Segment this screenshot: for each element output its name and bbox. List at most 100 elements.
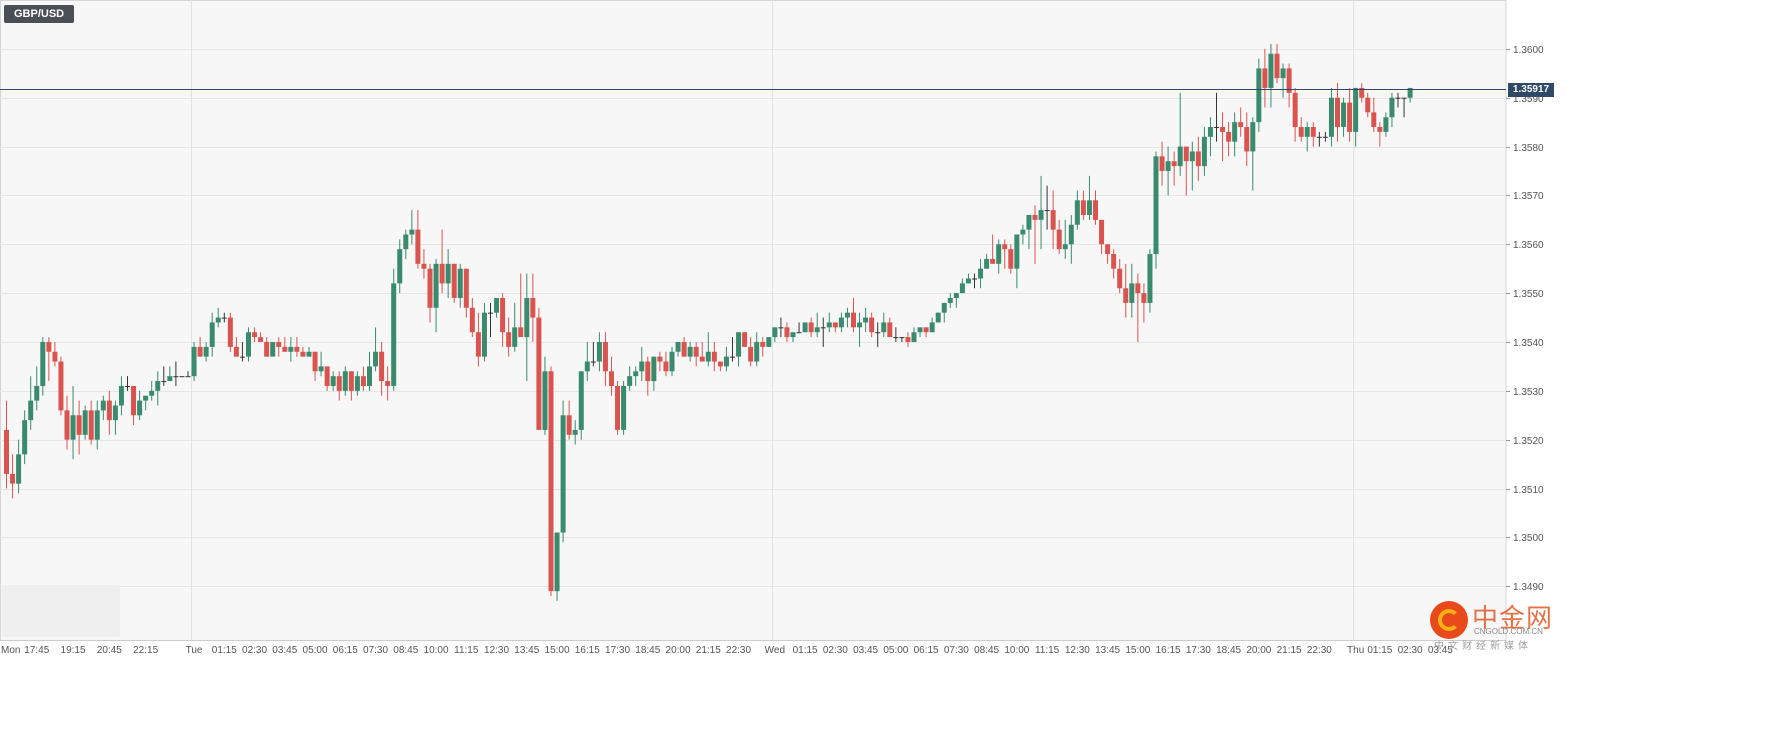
candle-body xyxy=(820,327,826,329)
candle-body xyxy=(959,283,965,294)
x-tick-label: 17:45 xyxy=(24,645,49,656)
candle-body xyxy=(1147,254,1153,303)
y-tick-label: 1.3600 xyxy=(1513,45,1544,56)
candle-body xyxy=(1365,97,1371,113)
candle-body xyxy=(621,385,627,430)
candle-body xyxy=(760,341,766,347)
candle-body xyxy=(463,268,469,308)
candle-body xyxy=(530,298,536,318)
price-axis: 1.3490 1.3500 1.3510 1.3520 1.3530 1.3540 1.35… xyxy=(1506,45,1544,593)
candle-body xyxy=(1117,268,1123,289)
candle-body xyxy=(191,346,197,377)
candle-body xyxy=(373,351,379,367)
y-tick-label: 1.3500 xyxy=(1513,533,1544,544)
blurred-overlay xyxy=(2,585,120,637)
candle-body xyxy=(379,351,385,382)
candle-body xyxy=(1286,68,1292,93)
candle-body xyxy=(203,346,209,357)
candle-body xyxy=(246,332,251,357)
candle-body xyxy=(1038,210,1044,220)
candle-body xyxy=(572,429,578,435)
candle-body xyxy=(929,322,935,333)
candle-body xyxy=(324,366,330,386)
candle-body xyxy=(978,268,984,279)
x-tick-label: 05:00 xyxy=(303,645,328,656)
candle-body xyxy=(1310,127,1316,137)
x-tick-label: 22:15 xyxy=(133,645,158,656)
symbol-label: GBP/USD xyxy=(4,5,75,23)
candle-body xyxy=(1353,87,1359,132)
x-tick-label: 11:15 xyxy=(1035,645,1060,656)
candle-body xyxy=(16,454,22,484)
candle-body xyxy=(294,346,300,352)
x-tick-label: 13:45 xyxy=(1095,645,1120,656)
candle-body xyxy=(536,317,542,430)
candle-body xyxy=(1335,97,1340,128)
candle-body xyxy=(1298,127,1304,137)
candle-body xyxy=(1056,229,1062,250)
candle-body xyxy=(143,395,149,401)
candle-body xyxy=(149,390,155,396)
x-tick-label: 20:00 xyxy=(1246,645,1271,656)
candle-body xyxy=(1274,53,1280,79)
candle-body xyxy=(784,327,790,338)
chart-area[interactable]: 1.3490 1.3500 1.3510 1.3520 1.3530 1.3540 1.35… xyxy=(0,0,1568,656)
x-tick-label: 18:45 xyxy=(1216,645,1241,656)
candle-body xyxy=(1214,127,1219,129)
candle-body xyxy=(911,332,917,342)
candle-body xyxy=(560,415,566,533)
candle-body xyxy=(941,302,947,313)
candle-body xyxy=(711,351,717,362)
candle-body xyxy=(1014,234,1020,269)
candle-body xyxy=(663,361,669,372)
candle-body xyxy=(1268,53,1274,88)
candle-body xyxy=(360,376,366,386)
x-tick-label: 07:30 xyxy=(363,645,388,656)
candle-body xyxy=(1322,136,1328,138)
candle-body xyxy=(52,351,58,362)
x-tick-label: 11:15 xyxy=(454,645,479,656)
candle-body xyxy=(1292,92,1298,128)
candle-body xyxy=(131,385,137,416)
candle-body xyxy=(1177,146,1183,167)
candle-body xyxy=(869,317,875,333)
candle-body xyxy=(28,400,34,421)
candle-body xyxy=(258,337,264,342)
y-tick-label: 1.3530 xyxy=(1513,387,1544,398)
candlestick-chart[interactable]: 1.3490 1.3500 1.3510 1.3520 1.3530 1.3540 1.35… xyxy=(0,0,1568,656)
candle-body xyxy=(1171,161,1177,167)
candle-body xyxy=(1377,127,1383,132)
candle-body xyxy=(584,361,590,372)
candle-body xyxy=(881,322,887,333)
candle-body xyxy=(657,356,663,362)
candle-body xyxy=(627,376,633,386)
candle-body xyxy=(342,371,348,391)
candle-body xyxy=(475,332,481,357)
candle-body xyxy=(1183,146,1189,162)
candle-body xyxy=(385,381,391,386)
candle-body xyxy=(215,317,221,323)
candle-body xyxy=(1201,136,1207,167)
candle-body xyxy=(669,351,675,372)
watermark-subtitle: 中文财经新媒体 xyxy=(1434,641,1532,652)
candle-body xyxy=(1111,254,1117,269)
y-tick-label: 1.3510 xyxy=(1513,485,1544,496)
candle-body xyxy=(778,327,784,329)
candle-body xyxy=(844,312,850,318)
candle-body xyxy=(312,351,318,372)
candle-body xyxy=(802,322,808,333)
candle-body xyxy=(94,410,100,440)
candle-body xyxy=(1395,97,1401,99)
candle-body xyxy=(106,400,112,421)
x-tick-label: 12:30 xyxy=(484,645,509,656)
candle-body xyxy=(578,371,584,430)
candle-body xyxy=(506,332,512,347)
x-tick-label: Wed xyxy=(765,645,785,656)
candle-body xyxy=(1135,283,1141,294)
candle-body xyxy=(875,332,881,334)
candle-body xyxy=(566,415,572,435)
x-tick-label: 06:15 xyxy=(333,645,358,656)
candle-body xyxy=(282,346,288,352)
candle-body xyxy=(893,337,899,339)
candle-body xyxy=(1159,156,1165,171)
